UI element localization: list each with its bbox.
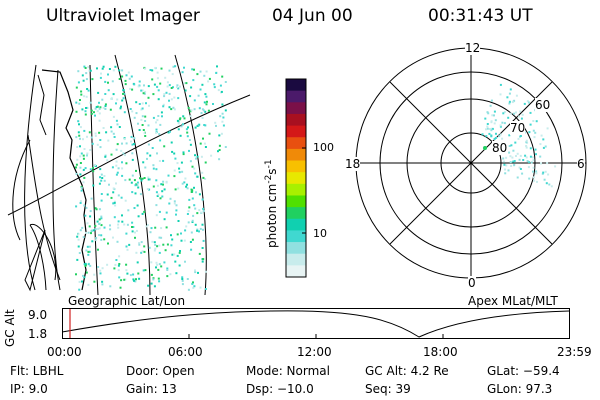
status-filter: Flt: LBHL	[10, 364, 64, 378]
colorbar-band	[286, 113, 306, 127]
colorbar-band	[286, 265, 306, 278]
colorbar-band	[286, 207, 306, 220]
colorbar-band	[286, 79, 306, 92]
colorbar-band	[286, 102, 306, 115]
longitude-line	[52, 69, 61, 291]
altitude-ytick-max: 9.0	[28, 308, 48, 322]
date-label: 04 Jun 00	[272, 6, 353, 26]
geo-caption: Geographic Lat/Lon	[68, 294, 186, 308]
time-tick-1200: 12:00	[297, 345, 332, 359]
latitude-line	[27, 134, 61, 281]
colorbar-band	[286, 253, 306, 266]
polar-caption: Apex MLat/MLT	[468, 294, 558, 308]
status-gc-alt: GC Alt: 4.2 Re	[365, 364, 449, 378]
status-seq: Seq: 39	[365, 382, 411, 396]
latitude-line	[7, 94, 251, 216]
polar-diagonal	[389, 81, 553, 245]
colorbar-band	[286, 242, 306, 255]
colorbar-band	[286, 160, 306, 173]
colorbar-band	[286, 137, 306, 150]
colorbar-tick-10: 10	[313, 227, 327, 240]
colorbar-unit-label: photon cm-2s-1	[264, 159, 279, 248]
aurora-emission	[75, 65, 227, 291]
latitude-line	[29, 224, 47, 291]
status-ip: IP: 9.0	[10, 382, 48, 396]
time-tick-2359: 23:59	[557, 345, 592, 359]
mlt-label-12: 12	[465, 41, 481, 55]
mlt-label-0: 0	[468, 276, 476, 290]
longitude-line	[174, 54, 207, 295]
colorbar-band	[286, 90, 306, 103]
longitude-line	[89, 64, 99, 295]
colorbar-band	[286, 230, 306, 243]
status-gain: Gain: 13	[126, 382, 177, 396]
colorbar: photon cm-2s-1	[264, 78, 307, 278]
latitude-line	[29, 224, 57, 281]
time-label: 00:31:43 UT	[428, 6, 533, 26]
longitude-line	[24, 64, 37, 291]
time-tick-1800: 18:00	[423, 345, 458, 359]
colorbar-gradient	[286, 79, 306, 278]
mlat-label-70: 70	[510, 121, 526, 135]
coastline	[37, 74, 47, 136]
colorbar-band	[286, 125, 306, 138]
colorbar-band	[286, 172, 306, 185]
status-glat: GLat: −59.4	[487, 364, 560, 378]
mlat-label-60: 60	[535, 98, 551, 112]
colorbar-band	[286, 148, 306, 162]
altitude-curve	[62, 310, 570, 338]
colorbar-band	[286, 195, 306, 208]
altitude-ylabel: GC Alt	[3, 309, 17, 347]
status-mode: Mode: Normal	[246, 364, 330, 378]
mlt-label-6: 6	[577, 157, 585, 171]
mlt-label-18: 18	[345, 157, 361, 171]
time-tick-0600: 06:00	[168, 345, 203, 359]
status-door: Door: Open	[126, 364, 195, 378]
latitude-line	[12, 139, 31, 241]
mlat-label-80: 80	[492, 141, 508, 155]
status-glon: GLon: 97.3	[487, 382, 553, 396]
geographic-map	[7, 54, 251, 295]
colorbar-tick-100: 100	[313, 141, 334, 154]
instrument-title: Ultraviolet Imager	[46, 6, 200, 26]
colorbar-band	[286, 218, 306, 231]
polar-plot	[355, 47, 587, 279]
time-tick-0000: 00:00	[47, 345, 82, 359]
colorbar-band	[286, 183, 306, 196]
altitude-ytick-min: 1.8	[28, 327, 48, 341]
altitude-plot	[62, 308, 570, 339]
status-dsp: Dsp: −10.0	[246, 382, 314, 396]
coastline	[41, 69, 87, 291]
